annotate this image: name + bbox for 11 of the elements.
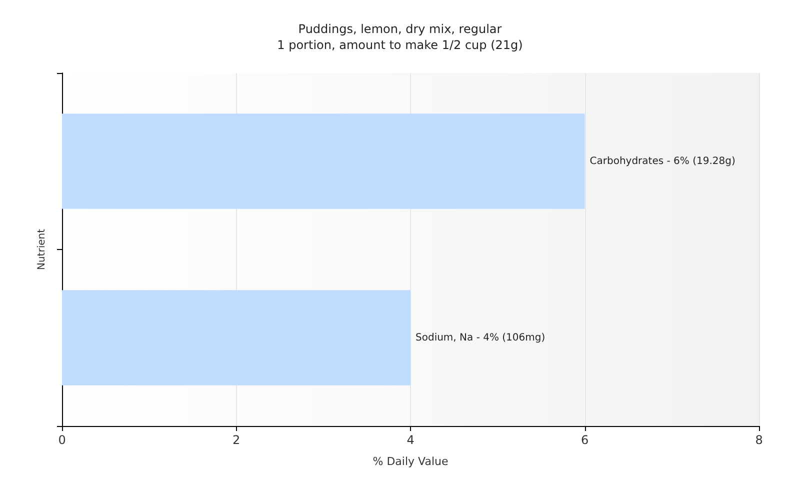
x-axis-title: % Daily Value: [372, 455, 448, 468]
chart-subtitle: 1 portion, amount to make 1/2 cup (21g): [277, 38, 523, 52]
y-axis-title: Nutrient: [36, 228, 48, 270]
x-tick-label: 2: [232, 433, 240, 447]
category-label: Sodium, Na - 4% (106mg): [416, 332, 546, 344]
x-tick-label: 0: [58, 433, 66, 447]
x-tick-label: 4: [406, 433, 414, 447]
category-label: Carbohydrates - 6% (19.28g): [590, 156, 736, 167]
chart-title: Puddings, lemon, dry mix, regular: [298, 22, 502, 36]
x-tick-label: 6: [580, 433, 589, 447]
x-tick-label: 8: [755, 433, 763, 447]
